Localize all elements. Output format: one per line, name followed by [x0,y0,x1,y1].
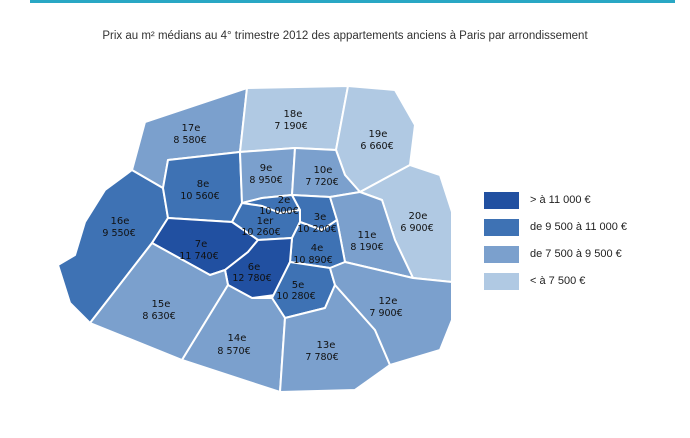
legend-label: de 9 500 à 11 000 € [530,221,628,233]
label-12e-name: 12e [379,296,398,307]
label-8e-price: 10 560€ [180,191,219,202]
label-15e-price: 8 630€ [142,311,175,322]
label-1er-name: 1er [257,216,275,227]
label-10e-name: 10e [314,165,333,176]
legend-label: > à 11 000 € [530,194,591,206]
label-3e-price: 10 200€ [297,224,336,235]
legend-label: de 7 500 à 9 500 € [530,248,622,260]
label-7e-price: 11 740€ [179,251,218,262]
label-5e-name: 5e [292,280,305,291]
label-15e-name: 15e [152,299,171,310]
legend-swatch [484,192,519,209]
label-4e-name: 4e [311,243,324,254]
legend-swatch [484,219,519,236]
label-20e-name: 20e [409,211,428,222]
label-9e-name: 9e [260,163,273,174]
label-3e-name: 3e [314,212,327,223]
label-6e-price: 12 780€ [232,273,271,284]
label-1er-price: 10 260€ [241,227,280,238]
label-13e-price: 7 780€ [305,352,338,363]
label-17e-name: 17e [182,123,201,134]
label-19e-price: 6 660€ [360,141,393,152]
legend-label: < à 7 500 € [530,275,586,287]
label-17e-price: 8 580€ [173,135,206,146]
top-rule [30,0,675,3]
label-10e-price: 7 720€ [305,177,338,188]
label-8e-name: 8e [197,179,210,190]
label-11e-name: 11e [358,230,377,241]
label-19e-name: 19e [369,129,388,140]
label-18e-price: 7 190€ [274,121,307,132]
legend-swatch [484,246,519,263]
label-14e-name: 14e [228,333,247,344]
label-6e-name: 6e [248,262,261,273]
label-16e-name: 16e [111,216,130,227]
label-5e-price: 10 280€ [276,291,315,302]
label-7e-name: 7e [195,239,208,250]
label-13e-name: 13e [317,340,336,351]
label-12e-price: 7 900€ [369,308,402,319]
map-title: Prix au m² médians au 4° trimestre 2012 … [102,30,588,42]
label-14e-price: 8 570€ [217,346,250,357]
label-4e-price: 10 890€ [293,255,332,266]
legend-swatch [484,273,519,290]
label-11e-price: 8 190€ [350,242,383,253]
label-2e-name: 2e [278,195,291,206]
label-2e-price: 10 000€ [259,206,298,217]
label-9e-price: 8 950€ [249,175,282,186]
label-18e-name: 18e [284,109,303,120]
label-16e-price: 9 550€ [102,228,135,239]
label-20e-price: 6 900€ [400,223,433,234]
district-12e [329,261,453,366]
